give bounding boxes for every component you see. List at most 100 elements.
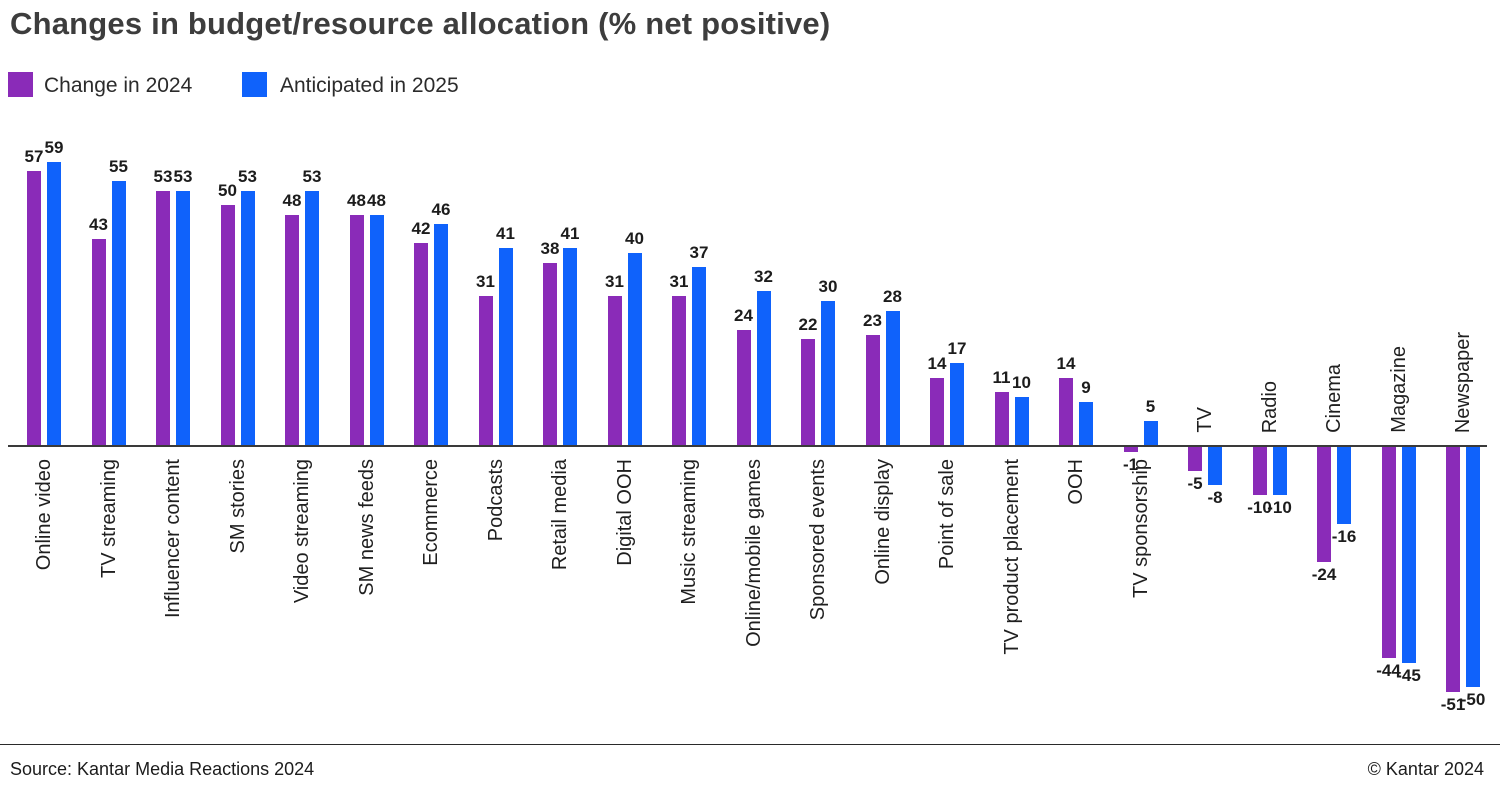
bar-change-2024 bbox=[349, 214, 364, 445]
category-label: Point of sale bbox=[936, 459, 958, 570]
category-label: Magazine bbox=[1387, 346, 1410, 433]
value-label: 10 bbox=[1012, 373, 1031, 392]
value-label: 37 bbox=[689, 243, 709, 263]
value-label: 40 bbox=[625, 229, 644, 248]
value-label: -10 bbox=[1247, 498, 1272, 517]
legend-swatch-2025 bbox=[242, 72, 267, 97]
category-label: Podcasts bbox=[484, 459, 507, 542]
bar-anticipated-2025 bbox=[111, 181, 126, 445]
value-label: -44 bbox=[1376, 661, 1401, 681]
value-label: 11 bbox=[992, 368, 1011, 388]
value-label: 9 bbox=[1081, 377, 1091, 397]
value-label: 42 bbox=[411, 219, 431, 239]
source-note: Source: Kantar Media Reactions 2024 bbox=[10, 759, 315, 779]
bar-change-2024 bbox=[930, 377, 944, 445]
value-label: 53 bbox=[302, 166, 322, 186]
bar-anticipated-2025 bbox=[563, 248, 577, 445]
value-label: -51 bbox=[1440, 694, 1466, 714]
value-label: 46 bbox=[431, 200, 451, 220]
bar-change-2024 bbox=[1317, 447, 1331, 563]
value-label: 53 bbox=[173, 166, 193, 186]
value-label: -45 bbox=[1396, 666, 1421, 685]
value-label: 53 bbox=[153, 166, 173, 186]
bar-anticipated-2025 bbox=[1401, 447, 1416, 663]
category-label: Cinema bbox=[1323, 364, 1345, 433]
category-label: Video streaming bbox=[291, 459, 313, 604]
category-label: TV bbox=[1194, 407, 1216, 433]
bar-anticipated-2025 bbox=[950, 363, 964, 445]
bar-anticipated-2025 bbox=[627, 253, 642, 445]
value-label: -10 bbox=[1267, 498, 1292, 517]
value-label: 24 bbox=[734, 305, 753, 325]
category-label: Online display bbox=[871, 459, 894, 585]
value-label: 5 bbox=[1145, 397, 1156, 416]
bar-change-2024 bbox=[1123, 447, 1138, 452]
bar-anticipated-2025 bbox=[692, 267, 706, 445]
category-label: TV product placement bbox=[1000, 459, 1023, 655]
bar-anticipated-2025 bbox=[176, 190, 190, 445]
bar-change-2024 bbox=[156, 190, 170, 445]
category-label: Music streaming bbox=[678, 459, 700, 605]
bar-change-2024 bbox=[1188, 447, 1202, 471]
bar-anticipated-2025 bbox=[1208, 447, 1222, 486]
value-label: 53 bbox=[238, 166, 257, 186]
bar-change-2024 bbox=[27, 171, 41, 445]
bar-anticipated-2025 bbox=[1337, 447, 1351, 524]
category-label: Influencer content bbox=[162, 459, 184, 618]
value-label: 59 bbox=[44, 137, 64, 157]
bar-change-2024 bbox=[865, 334, 880, 445]
bar-anticipated-2025 bbox=[498, 248, 513, 445]
bar-change-2024 bbox=[994, 392, 1009, 445]
bar-change-2024 bbox=[414, 243, 428, 445]
bar-anticipated-2025 bbox=[756, 291, 771, 445]
value-label: 31 bbox=[476, 272, 495, 292]
footer-divider bbox=[0, 744, 1500, 745]
bar-anticipated-2025 bbox=[1466, 447, 1480, 687]
value-label: 31 bbox=[605, 272, 624, 292]
value-label: -5 bbox=[1187, 474, 1203, 493]
bar-change-2024 bbox=[736, 329, 751, 445]
value-label: 48 bbox=[367, 190, 386, 210]
bar-change-2024 bbox=[801, 339, 815, 445]
legend-label-2025: Anticipated in 2025 bbox=[280, 74, 459, 97]
bar-anticipated-2025 bbox=[47, 161, 61, 445]
copyright-note: © Kantar 2024 bbox=[1367, 759, 1484, 779]
value-label: 32 bbox=[754, 267, 773, 287]
bar-anticipated-2025 bbox=[821, 301, 835, 445]
category-label: Digital OOH bbox=[613, 459, 636, 566]
legend-label-2024: Change in 2024 bbox=[44, 74, 193, 97]
bar-anticipated-2025 bbox=[305, 190, 319, 445]
category-label: SM stories bbox=[226, 459, 249, 554]
category-label: Online video bbox=[33, 459, 55, 571]
category-label: Newspaper bbox=[1452, 331, 1474, 433]
value-label: 17 bbox=[947, 339, 967, 359]
value-label: 22 bbox=[798, 315, 818, 335]
value-label: 28 bbox=[883, 286, 902, 306]
category-label: Sponsored events bbox=[807, 459, 829, 621]
bar-anticipated-2025 bbox=[240, 190, 255, 445]
bar-anticipated-2025 bbox=[1272, 447, 1287, 495]
bar-anticipated-2025 bbox=[434, 224, 448, 445]
value-label: 48 bbox=[347, 190, 366, 210]
bar-change-2024 bbox=[543, 262, 557, 445]
category-label: OOH bbox=[1065, 459, 1087, 505]
bar-change-2024 bbox=[220, 205, 235, 445]
category-label: Ecommerce bbox=[420, 459, 442, 566]
legend-swatch-2024 bbox=[8, 72, 33, 97]
bar-change-2024 bbox=[607, 296, 622, 445]
bar-change-2024 bbox=[672, 296, 686, 445]
value-label: 30 bbox=[818, 277, 838, 296]
bar-anticipated-2025 bbox=[1014, 397, 1029, 445]
value-label: -24 bbox=[1311, 565, 1337, 585]
value-label: 31 bbox=[669, 272, 689, 292]
value-label: 41 bbox=[496, 224, 515, 244]
value-label: -50 bbox=[1460, 690, 1486, 709]
category-label: Retail media bbox=[549, 459, 571, 571]
value-label: 57 bbox=[24, 147, 44, 167]
value-label: 14 bbox=[927, 353, 947, 373]
bar-change-2024 bbox=[1059, 377, 1073, 445]
value-label: -1 bbox=[1122, 454, 1139, 474]
value-label: 55 bbox=[109, 157, 128, 176]
